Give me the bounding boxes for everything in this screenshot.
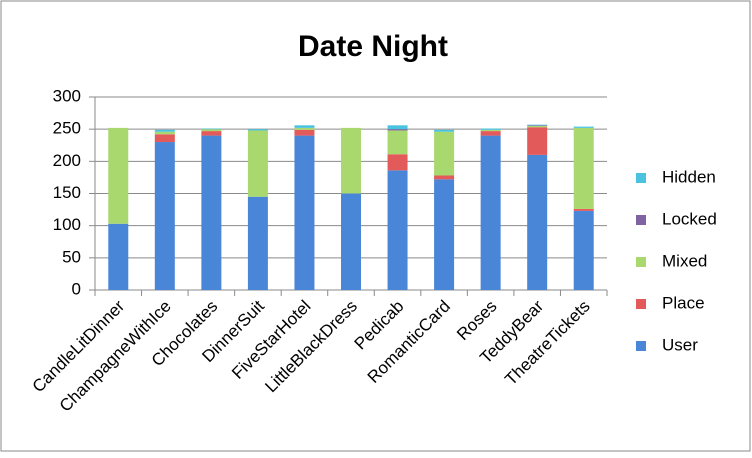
bar-segment [154, 142, 175, 290]
y-tick-label: 0 [72, 279, 81, 298]
bar-segment [247, 129, 268, 131]
legend-swatch [636, 299, 646, 309]
bar-segment [387, 125, 408, 130]
bar-segment [387, 154, 408, 171]
bar-segment [247, 130, 268, 197]
legend-label: Place [662, 293, 705, 312]
bar-segment [341, 193, 361, 290]
y-tick-label: 200 [53, 151, 81, 170]
bar-segment [573, 210, 594, 290]
bar-segment [294, 129, 315, 136]
bar-segment [434, 129, 455, 132]
bar-segment [573, 127, 594, 209]
bar-segment [154, 129, 175, 132]
bar-segment [527, 124, 548, 126]
bar-segment [294, 127, 315, 130]
bar-segment [573, 126, 594, 128]
bar-segment [434, 179, 455, 290]
y-tick-label: 250 [53, 119, 81, 138]
bar-segment [527, 154, 548, 290]
bar-segment [201, 128, 222, 130]
bar-segment [154, 131, 175, 135]
legend-label: Hidden [662, 167, 716, 186]
legend-swatch [636, 257, 646, 267]
bar-segment [341, 127, 361, 194]
y-tick-label: 50 [62, 247, 81, 266]
bar-segment [480, 128, 501, 130]
bar-segment [154, 134, 175, 143]
legend-label: Mixed [662, 251, 707, 270]
bar-segment [108, 127, 129, 224]
bar-segment [387, 129, 408, 131]
bar-segment [387, 170, 408, 290]
bar-segment [573, 208, 594, 211]
bar-segment [387, 130, 408, 155]
bar-segment [480, 129, 501, 132]
legend-swatch [636, 173, 646, 183]
bar-segment [201, 135, 222, 290]
bar-segment [434, 131, 455, 176]
bar-segment [434, 175, 455, 180]
bar-segment [108, 223, 129, 290]
legend-label: User [662, 335, 698, 354]
bar-segment [527, 127, 548, 155]
bar-segment [201, 131, 222, 136]
bar-segment [247, 196, 268, 290]
y-tick-label: 150 [53, 183, 81, 202]
bar-segment [527, 125, 548, 128]
bar-segment [527, 125, 548, 126]
y-tick-label: 300 [53, 86, 81, 105]
y-tick-label: 100 [53, 215, 81, 234]
bar-segment [480, 135, 501, 290]
bar-segment [294, 135, 315, 290]
legend-label: Locked [662, 209, 717, 228]
bar-segment [294, 125, 315, 128]
legend-swatch [636, 215, 646, 225]
legend-swatch [636, 341, 646, 351]
chart-title: Date Night [298, 30, 448, 63]
bar-segment [480, 131, 501, 136]
bar-segment [201, 129, 222, 132]
